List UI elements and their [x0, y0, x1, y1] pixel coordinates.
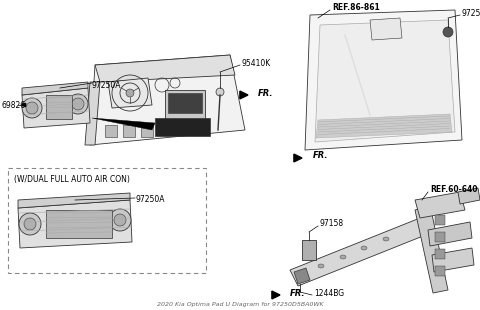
Circle shape: [24, 218, 36, 230]
Bar: [123, 125, 135, 137]
Text: 1244BG: 1244BG: [314, 290, 344, 299]
Polygon shape: [294, 154, 302, 162]
Bar: [105, 125, 117, 137]
Ellipse shape: [318, 264, 324, 268]
Polygon shape: [370, 18, 402, 40]
Polygon shape: [18, 200, 132, 248]
Text: 97250A: 97250A: [135, 196, 165, 205]
Ellipse shape: [361, 246, 367, 250]
Polygon shape: [294, 268, 310, 284]
Bar: [141, 125, 153, 137]
Text: REF.60-640: REF.60-640: [430, 185, 478, 194]
Circle shape: [443, 27, 453, 37]
Text: FR.: FR.: [313, 152, 328, 161]
Bar: [155, 118, 210, 136]
Text: 97254M: 97254M: [462, 10, 480, 19]
Ellipse shape: [340, 255, 346, 259]
Bar: [46, 210, 112, 238]
Polygon shape: [272, 291, 280, 299]
Bar: [168, 93, 202, 113]
Text: 97250A: 97250A: [92, 81, 121, 90]
Bar: [435, 232, 445, 242]
Polygon shape: [290, 218, 428, 286]
Polygon shape: [90, 55, 245, 145]
Polygon shape: [108, 78, 152, 108]
Polygon shape: [85, 82, 100, 145]
Polygon shape: [315, 20, 455, 142]
Text: 69826: 69826: [2, 100, 26, 109]
Polygon shape: [92, 118, 155, 130]
Circle shape: [19, 213, 41, 235]
Circle shape: [68, 94, 88, 114]
Polygon shape: [95, 55, 235, 82]
Circle shape: [216, 88, 224, 96]
Text: FR.: FR.: [258, 88, 274, 98]
Polygon shape: [240, 91, 248, 99]
Bar: [435, 249, 445, 259]
Polygon shape: [305, 10, 462, 150]
Ellipse shape: [297, 273, 303, 277]
Circle shape: [114, 214, 126, 226]
Ellipse shape: [383, 237, 389, 241]
Circle shape: [72, 98, 84, 110]
Circle shape: [126, 89, 134, 97]
Polygon shape: [432, 248, 474, 272]
Bar: [165, 90, 205, 120]
Polygon shape: [316, 114, 452, 138]
Polygon shape: [415, 192, 465, 218]
Polygon shape: [22, 82, 88, 95]
Polygon shape: [458, 188, 480, 204]
Circle shape: [22, 98, 42, 118]
Polygon shape: [428, 222, 472, 246]
Bar: [435, 215, 445, 225]
Text: REF.86-861: REF.86-861: [332, 3, 380, 12]
Polygon shape: [18, 193, 130, 208]
Circle shape: [109, 209, 131, 231]
Text: 2020 Kia Optima Pad U Diagram for 97250D5BA0WK: 2020 Kia Optima Pad U Diagram for 97250D…: [156, 302, 324, 307]
Text: FR.: FR.: [290, 289, 305, 298]
Text: 97158: 97158: [320, 219, 344, 228]
Bar: [46, 95, 72, 119]
Text: 95410K: 95410K: [242, 59, 271, 68]
Polygon shape: [22, 88, 90, 128]
Bar: [435, 266, 445, 276]
Text: (W/DUAL FULL AUTO AIR CON): (W/DUAL FULL AUTO AIR CON): [14, 175, 130, 184]
Polygon shape: [22, 103, 25, 107]
Polygon shape: [415, 205, 448, 293]
Bar: [302, 240, 316, 260]
Circle shape: [26, 102, 38, 114]
